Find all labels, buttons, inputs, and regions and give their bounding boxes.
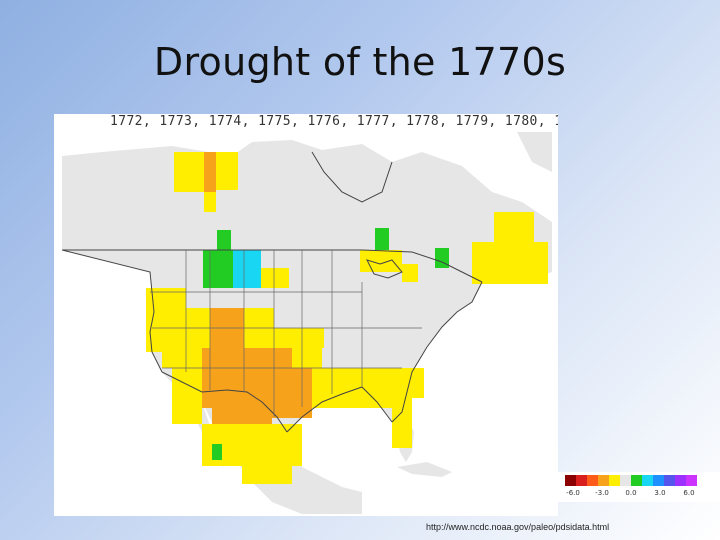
pdsi-cell — [435, 248, 449, 268]
great-lakes — [366, 259, 403, 279]
east-coastline — [391, 281, 483, 423]
pdsi-cell — [272, 368, 312, 418]
pdsi-cell — [360, 250, 402, 272]
pdsi-cell — [146, 308, 188, 352]
pdsi-cell — [146, 288, 186, 308]
west-coastline — [62, 249, 163, 373]
legend-swatch — [620, 475, 631, 486]
pdsi-cell — [172, 368, 202, 424]
pdsi-cell — [203, 250, 233, 288]
pdsi-cell — [233, 250, 261, 288]
pdsi-cell — [312, 368, 342, 408]
pdsi-cells — [146, 152, 548, 484]
caribbean-islands — [397, 462, 452, 477]
land-masses — [62, 132, 552, 514]
legend-swatch — [576, 475, 587, 486]
legend-swatch — [642, 475, 653, 486]
legend-swatch — [686, 475, 697, 486]
legend-swatch — [598, 475, 609, 486]
pdsi-cell — [212, 444, 222, 460]
pdsi-cell — [204, 192, 216, 212]
slide-title: Drought of the 1770s — [153, 40, 567, 84]
map-years-label: 1772, 1773, 1774, 1775, 1776, 1777, 1778… — [110, 114, 558, 129]
state-borders — [150, 250, 422, 417]
greenland-hint — [517, 132, 552, 172]
pdsi-cell — [274, 328, 324, 348]
pdsi-cell — [402, 368, 424, 398]
legend-swatch — [565, 475, 576, 486]
legend-swatch — [631, 475, 642, 486]
legend-color-bar — [565, 475, 697, 486]
us-canada-border — [62, 249, 483, 283]
legend-tick-label: -3.0 — [595, 489, 609, 497]
north-america-drought-map — [62, 132, 552, 514]
pdsi-cell — [162, 348, 202, 368]
legend-tick-label: 6.0 — [683, 489, 695, 497]
pdsi-cell — [242, 466, 292, 484]
pdsi-cell — [204, 152, 216, 192]
pdsi-cell — [261, 268, 289, 288]
gulf-coastline — [286, 386, 393, 433]
boundaries — [62, 151, 483, 433]
pdsi-cell — [292, 348, 322, 368]
legend-tick-label: -6.0 — [566, 489, 580, 497]
pdsi-cell — [217, 230, 231, 250]
pdsi-cell — [212, 408, 272, 424]
legend-swatch — [609, 475, 620, 486]
legend-swatch — [587, 475, 598, 486]
legend-swatch — [653, 475, 664, 486]
pdsi-legend: -6.0 -3.0 0.0 3.0 6.0 — [558, 472, 720, 502]
pdsi-cell — [375, 228, 389, 250]
legend-tick-label: 0.0 — [625, 489, 637, 497]
hudson-bay-coast — [311, 151, 393, 203]
pdsi-map-panel: 1772, 1773, 1774, 1775, 1776, 1777, 1778… — [54, 114, 558, 516]
legend-swatch — [664, 475, 675, 486]
pdsi-cell — [472, 242, 548, 284]
pdsi-cell — [174, 152, 204, 192]
legend-ticks: -6.0 -3.0 0.0 3.0 6.0 — [558, 489, 720, 501]
us-mexico-border — [161, 371, 288, 433]
legend-tick-label: 3.0 — [654, 489, 666, 497]
pdsi-cell — [402, 264, 418, 282]
source-url: http://www.ncdc.noaa.gov/paleo/pdsidata.… — [426, 522, 610, 532]
legend-swatch — [675, 475, 686, 486]
pdsi-cell — [392, 398, 412, 448]
